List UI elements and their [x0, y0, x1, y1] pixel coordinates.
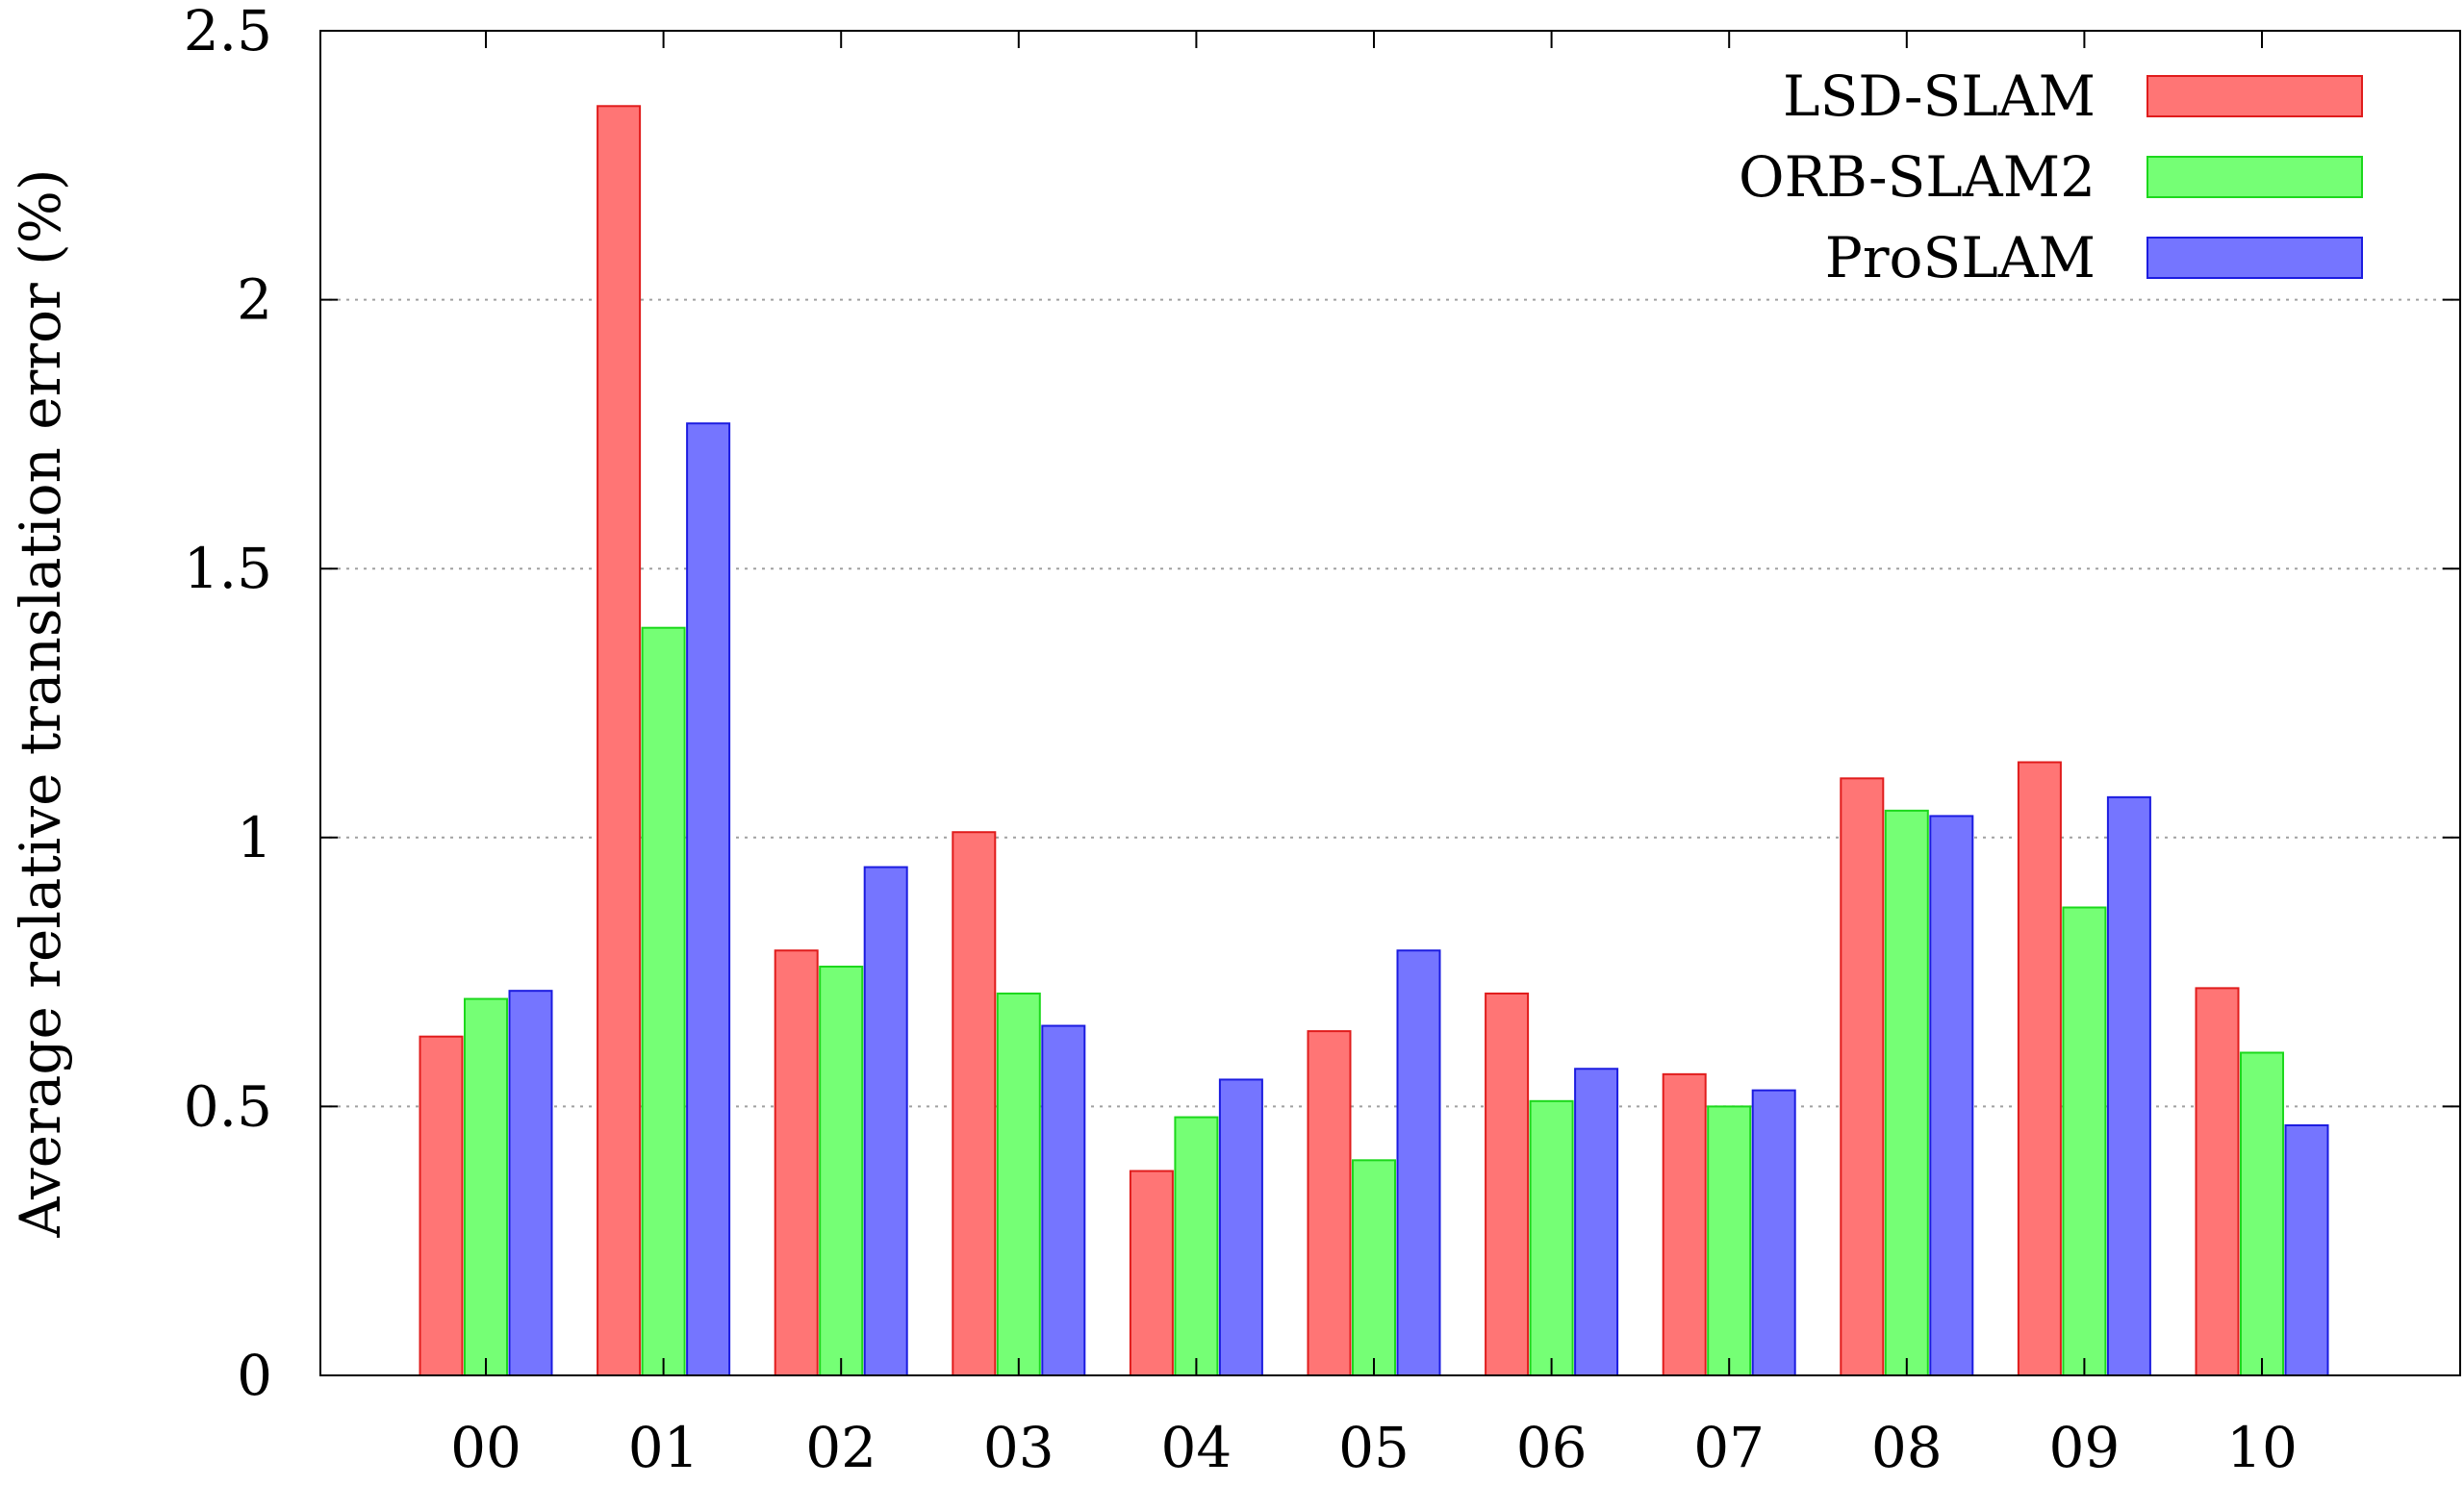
y-axis: 0 0.5 1 1.5 2 2.5: [184, 0, 2460, 1408]
bar-proslam-10: [2284, 1123, 2329, 1377]
bar-proslam-06: [1574, 1068, 1619, 1376]
legend-swatch: [2146, 156, 2363, 198]
bar-lsd-slam-07: [1662, 1072, 1707, 1377]
bars: [419, 105, 2329, 1377]
bar-orb-slam2-00: [464, 997, 508, 1377]
bar-orb-slam2-05: [1352, 1159, 1396, 1376]
bar-proslam-08: [1929, 815, 1974, 1376]
legend-label: LSD-SLAM: [1783, 63, 2096, 129]
bar-lsd-slam-04: [1129, 1170, 1174, 1377]
bar-lsd-slam-06: [1485, 992, 1530, 1377]
bar-orb-slam2-04: [1174, 1116, 1219, 1376]
x-tick-label: 09: [2048, 1415, 2120, 1480]
x-tick-label: 05: [1338, 1415, 1410, 1480]
bar-lsd-slam-09: [2017, 761, 2062, 1376]
x-tick-label: 06: [1516, 1415, 1588, 1480]
x-tick-label: 00: [450, 1415, 521, 1480]
bar-lsd-slam-01: [597, 105, 642, 1377]
y-tick-label: 0: [237, 1343, 272, 1408]
bar-proslam-02: [863, 866, 908, 1376]
legend-swatch: [2146, 75, 2363, 117]
x-tick-label: 10: [2226, 1415, 2298, 1480]
bar-lsd-slam-00: [419, 1035, 464, 1376]
y-tick-label: 2.5: [184, 0, 272, 63]
legend-swatch: [2146, 237, 2363, 279]
legend-label: ProSLAM: [1825, 225, 2096, 290]
x-tick-label: 03: [983, 1415, 1054, 1480]
legend: LSD-SLAM ORB-SLAM2 ProSLAM: [1739, 63, 2363, 290]
y-axis-title: Average relative translation error (%): [8, 168, 73, 1238]
bar-orb-slam2-02: [819, 966, 864, 1376]
x-tick-label: 08: [1871, 1415, 1943, 1480]
bar-lsd-slam-05: [1307, 1030, 1352, 1377]
bar-lsd-slam-08: [1840, 777, 1885, 1376]
bar-orb-slam2-10: [2240, 1051, 2284, 1376]
x-axis: 00 01 02 03 04 05 06 07 08 09 10: [450, 31, 2298, 1480]
y-tick-label: 1: [237, 805, 272, 870]
legend-label: ORB-SLAM2: [1739, 144, 2096, 210]
bar-proslam-07: [1751, 1089, 1796, 1377]
bar-lsd-slam-03: [952, 831, 997, 1376]
bar-proslam-09: [2106, 795, 2151, 1376]
x-tick-label: 01: [628, 1415, 699, 1480]
y-tick-label: 0.5: [184, 1073, 272, 1139]
bar-lsd-slam-10: [2195, 987, 2240, 1376]
bar-orb-slam2-03: [996, 992, 1041, 1377]
x-tick-label: 07: [1693, 1415, 1765, 1480]
bar-proslam-00: [508, 990, 553, 1376]
y-tick-label: 2: [237, 267, 272, 333]
bar-orb-slam2-06: [1529, 1099, 1574, 1376]
bar-orb-slam2-01: [641, 626, 686, 1376]
bar-orb-slam2-09: [2062, 906, 2107, 1376]
bar-lsd-slam-02: [774, 949, 819, 1376]
bar-proslam-04: [1218, 1078, 1263, 1376]
bar-proslam-05: [1396, 949, 1441, 1376]
y-tick-label: 1.5: [184, 536, 272, 601]
bar-proslam-01: [686, 422, 731, 1376]
plot-frame: [319, 30, 2461, 1376]
bar-orb-slam2-08: [1884, 809, 1929, 1376]
bar-proslam-03: [1041, 1024, 1086, 1377]
bar-orb-slam2-07: [1707, 1105, 1752, 1377]
x-tick-label: 04: [1160, 1415, 1232, 1480]
x-tick-label: 02: [805, 1415, 876, 1480]
